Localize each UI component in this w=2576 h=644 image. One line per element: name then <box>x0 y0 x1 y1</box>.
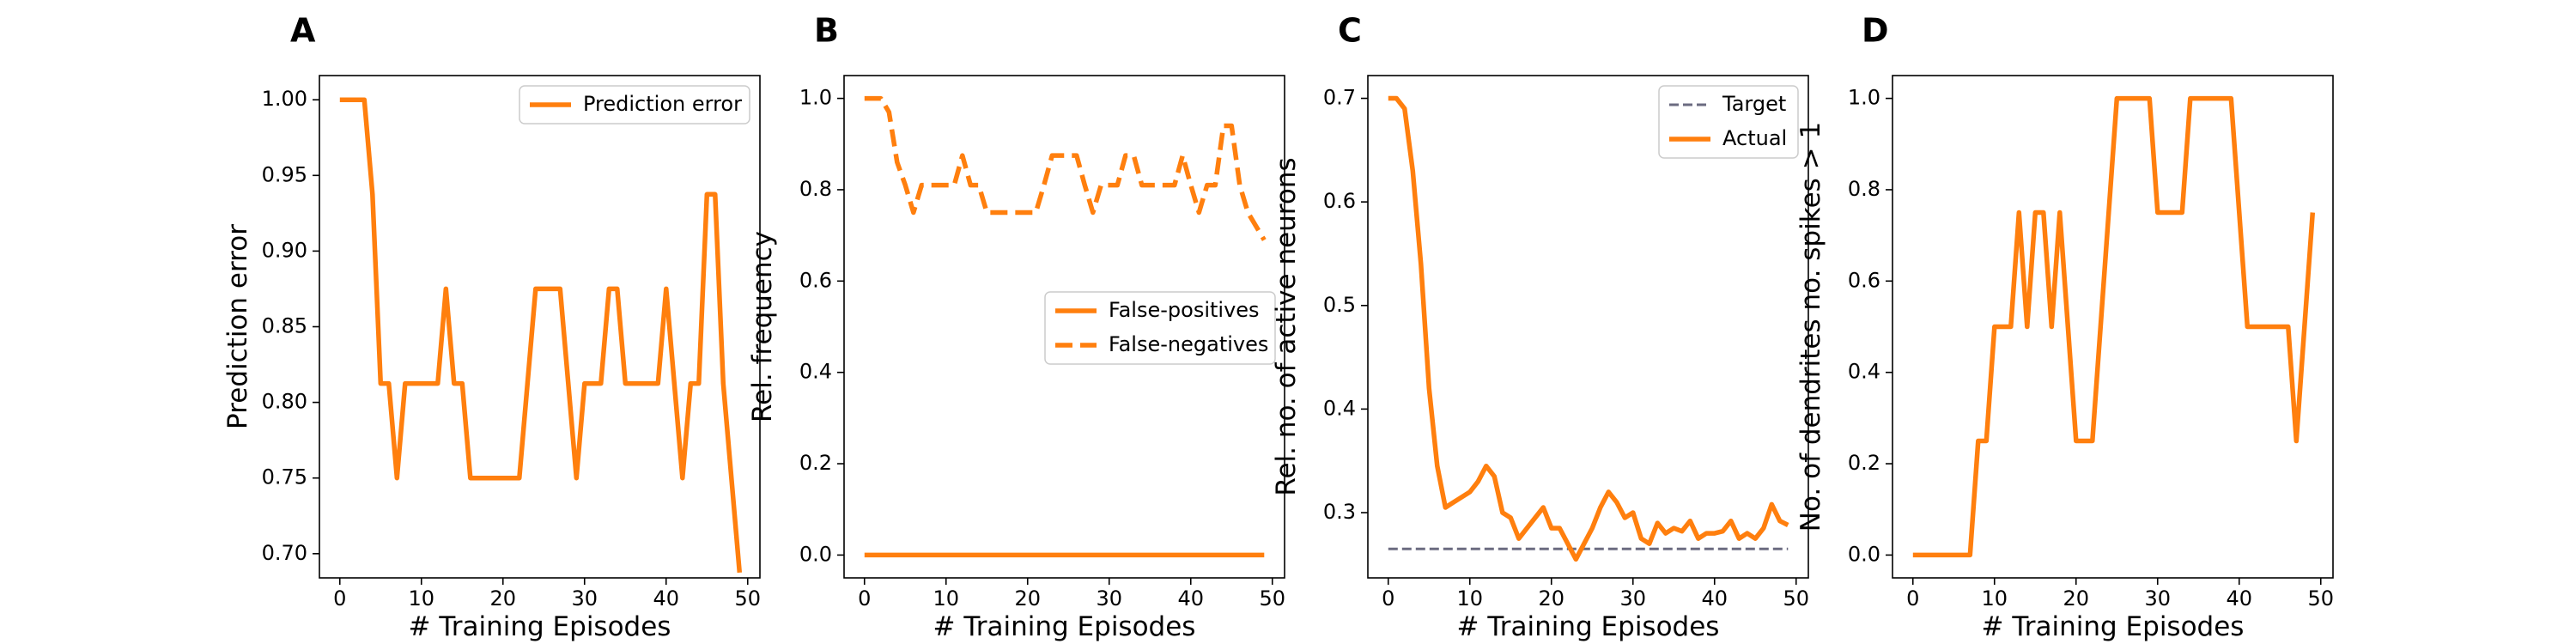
y-tick-label: 1.0 <box>799 86 832 110</box>
y-tick-label: 0.2 <box>1848 451 1880 475</box>
y-tick-label: 0.75 <box>262 465 307 489</box>
x-tick-label: 50 <box>734 586 761 611</box>
x-tick-label: 0 <box>1906 586 1919 611</box>
y-axis-label: Rel. no. of active neurons <box>1271 157 1302 495</box>
y-tick-label: 0.85 <box>262 314 307 338</box>
x-tick-label: 0 <box>858 586 871 611</box>
x-tick-label: 20 <box>1538 586 1564 611</box>
y-tick-label: 0.6 <box>799 268 832 292</box>
y-axis-label: Prediction error <box>222 224 253 429</box>
axes-frame <box>1892 75 2334 579</box>
y-tick-label: 1.00 <box>262 87 307 111</box>
y-tick-label: 0.2 <box>799 451 832 475</box>
panel-c: C 0 10 20 30 40 50 0.3 0.4 0.5 0.6 0.7 # Training Ep… <box>1271 12 1809 643</box>
y-tick-label: 0.4 <box>1323 396 1356 420</box>
x-axis-label: # Training Episodes <box>1982 611 2245 642</box>
legend-label: Target <box>1722 92 1786 116</box>
y-axis-label: Rel. frequency <box>747 231 778 422</box>
y-tick-label: 0.6 <box>1323 189 1356 213</box>
axes-frame <box>1367 75 1809 579</box>
x-tick-label: 30 <box>2144 586 2171 611</box>
x-axis-label: # Training Episodes <box>409 611 671 642</box>
panel-b: B 0 10 20 30 40 50 0.0 0.2 0.4 0.6 0.8 1.0 # Training… <box>747 12 1285 643</box>
x-tick-label: 50 <box>2307 586 2334 611</box>
legend: Target Actual <box>1658 85 1799 159</box>
x-tick-label: 30 <box>1096 586 1122 611</box>
y-tick-label: 0.90 <box>262 238 307 262</box>
x-tick-label: 20 <box>2063 586 2089 611</box>
y-tick-label: 0.3 <box>1323 500 1356 524</box>
legend: Prediction error <box>519 85 750 125</box>
y-tick-label: 0.70 <box>262 541 307 565</box>
x-tick-label: 40 <box>1177 586 1204 611</box>
panel-d: D 0 10 20 30 40 50 0.0 0.2 0.4 0.6 0.8 1.0 # Training… <box>1795 12 2334 643</box>
series-line-series-0 <box>1912 95 2316 558</box>
y-tick-label: 0.95 <box>262 162 307 186</box>
x-tick-label: 50 <box>1259 586 1285 611</box>
legend-label: False-positives <box>1109 298 1260 322</box>
y-tick-label: 0.80 <box>262 390 307 414</box>
x-axis-label: # Training Episodes <box>933 611 1196 642</box>
series-line-false-negatives <box>864 95 1267 241</box>
y-tick-label: 0.4 <box>799 360 832 384</box>
legend: False-positives False-negatives <box>1044 291 1276 365</box>
x-tick-label: 0 <box>333 586 346 611</box>
y-tick-label: 0.5 <box>1323 293 1356 317</box>
x-tick-label: 30 <box>1619 586 1646 611</box>
x-tick-label: 40 <box>1701 586 1728 611</box>
y-tick-label: 0.0 <box>799 542 832 566</box>
x-tick-label: 10 <box>1456 586 1483 611</box>
x-tick-label: 10 <box>933 586 959 611</box>
axes-frame <box>843 75 1285 579</box>
x-tick-label: 20 <box>1014 586 1041 611</box>
x-tick-label: 40 <box>653 586 679 611</box>
panel-letter-d: D <box>1862 12 1889 50</box>
x-tick-label: 10 <box>408 586 434 611</box>
panel-letter-b: B <box>814 12 839 50</box>
legend-label: Prediction error <box>583 92 742 116</box>
x-tick-label: 30 <box>571 586 598 611</box>
y-tick-label: 0.6 <box>1848 268 1880 292</box>
y-axis-label: No. of dendrites no. spikes > 1 <box>1795 122 1826 532</box>
x-tick-label: 20 <box>489 586 516 611</box>
x-tick-label: 10 <box>1981 586 2008 611</box>
series-line-actual <box>1388 95 1789 562</box>
legend-box <box>519 85 750 125</box>
y-tick-label: 0.0 <box>1848 542 1880 566</box>
legend-label: Actual <box>1722 126 1787 150</box>
panel-letter-a: A <box>290 12 316 50</box>
x-tick-label: 40 <box>2226 586 2252 611</box>
axes-frame <box>319 75 761 579</box>
series-line-prediction-error <box>339 97 743 574</box>
legend-box <box>1044 291 1276 365</box>
panel-letter-c: C <box>1338 12 1362 50</box>
x-tick-label: 50 <box>1783 586 1809 611</box>
panel-a: A 0 10 20 30 40 50 0.70 0.75 0.80 0.85 0.90 0.95 1.00… <box>222 12 761 643</box>
x-tick-label: 0 <box>1382 586 1394 611</box>
y-tick-label: 0.8 <box>1848 177 1880 201</box>
y-tick-label: 1.0 <box>1848 86 1880 110</box>
legend-label: False-negatives <box>1109 332 1268 356</box>
y-tick-label: 0.4 <box>1848 360 1880 384</box>
x-axis-label: # Training Episodes <box>1457 611 1720 642</box>
y-tick-label: 0.8 <box>799 177 832 201</box>
y-tick-label: 0.7 <box>1323 86 1356 110</box>
